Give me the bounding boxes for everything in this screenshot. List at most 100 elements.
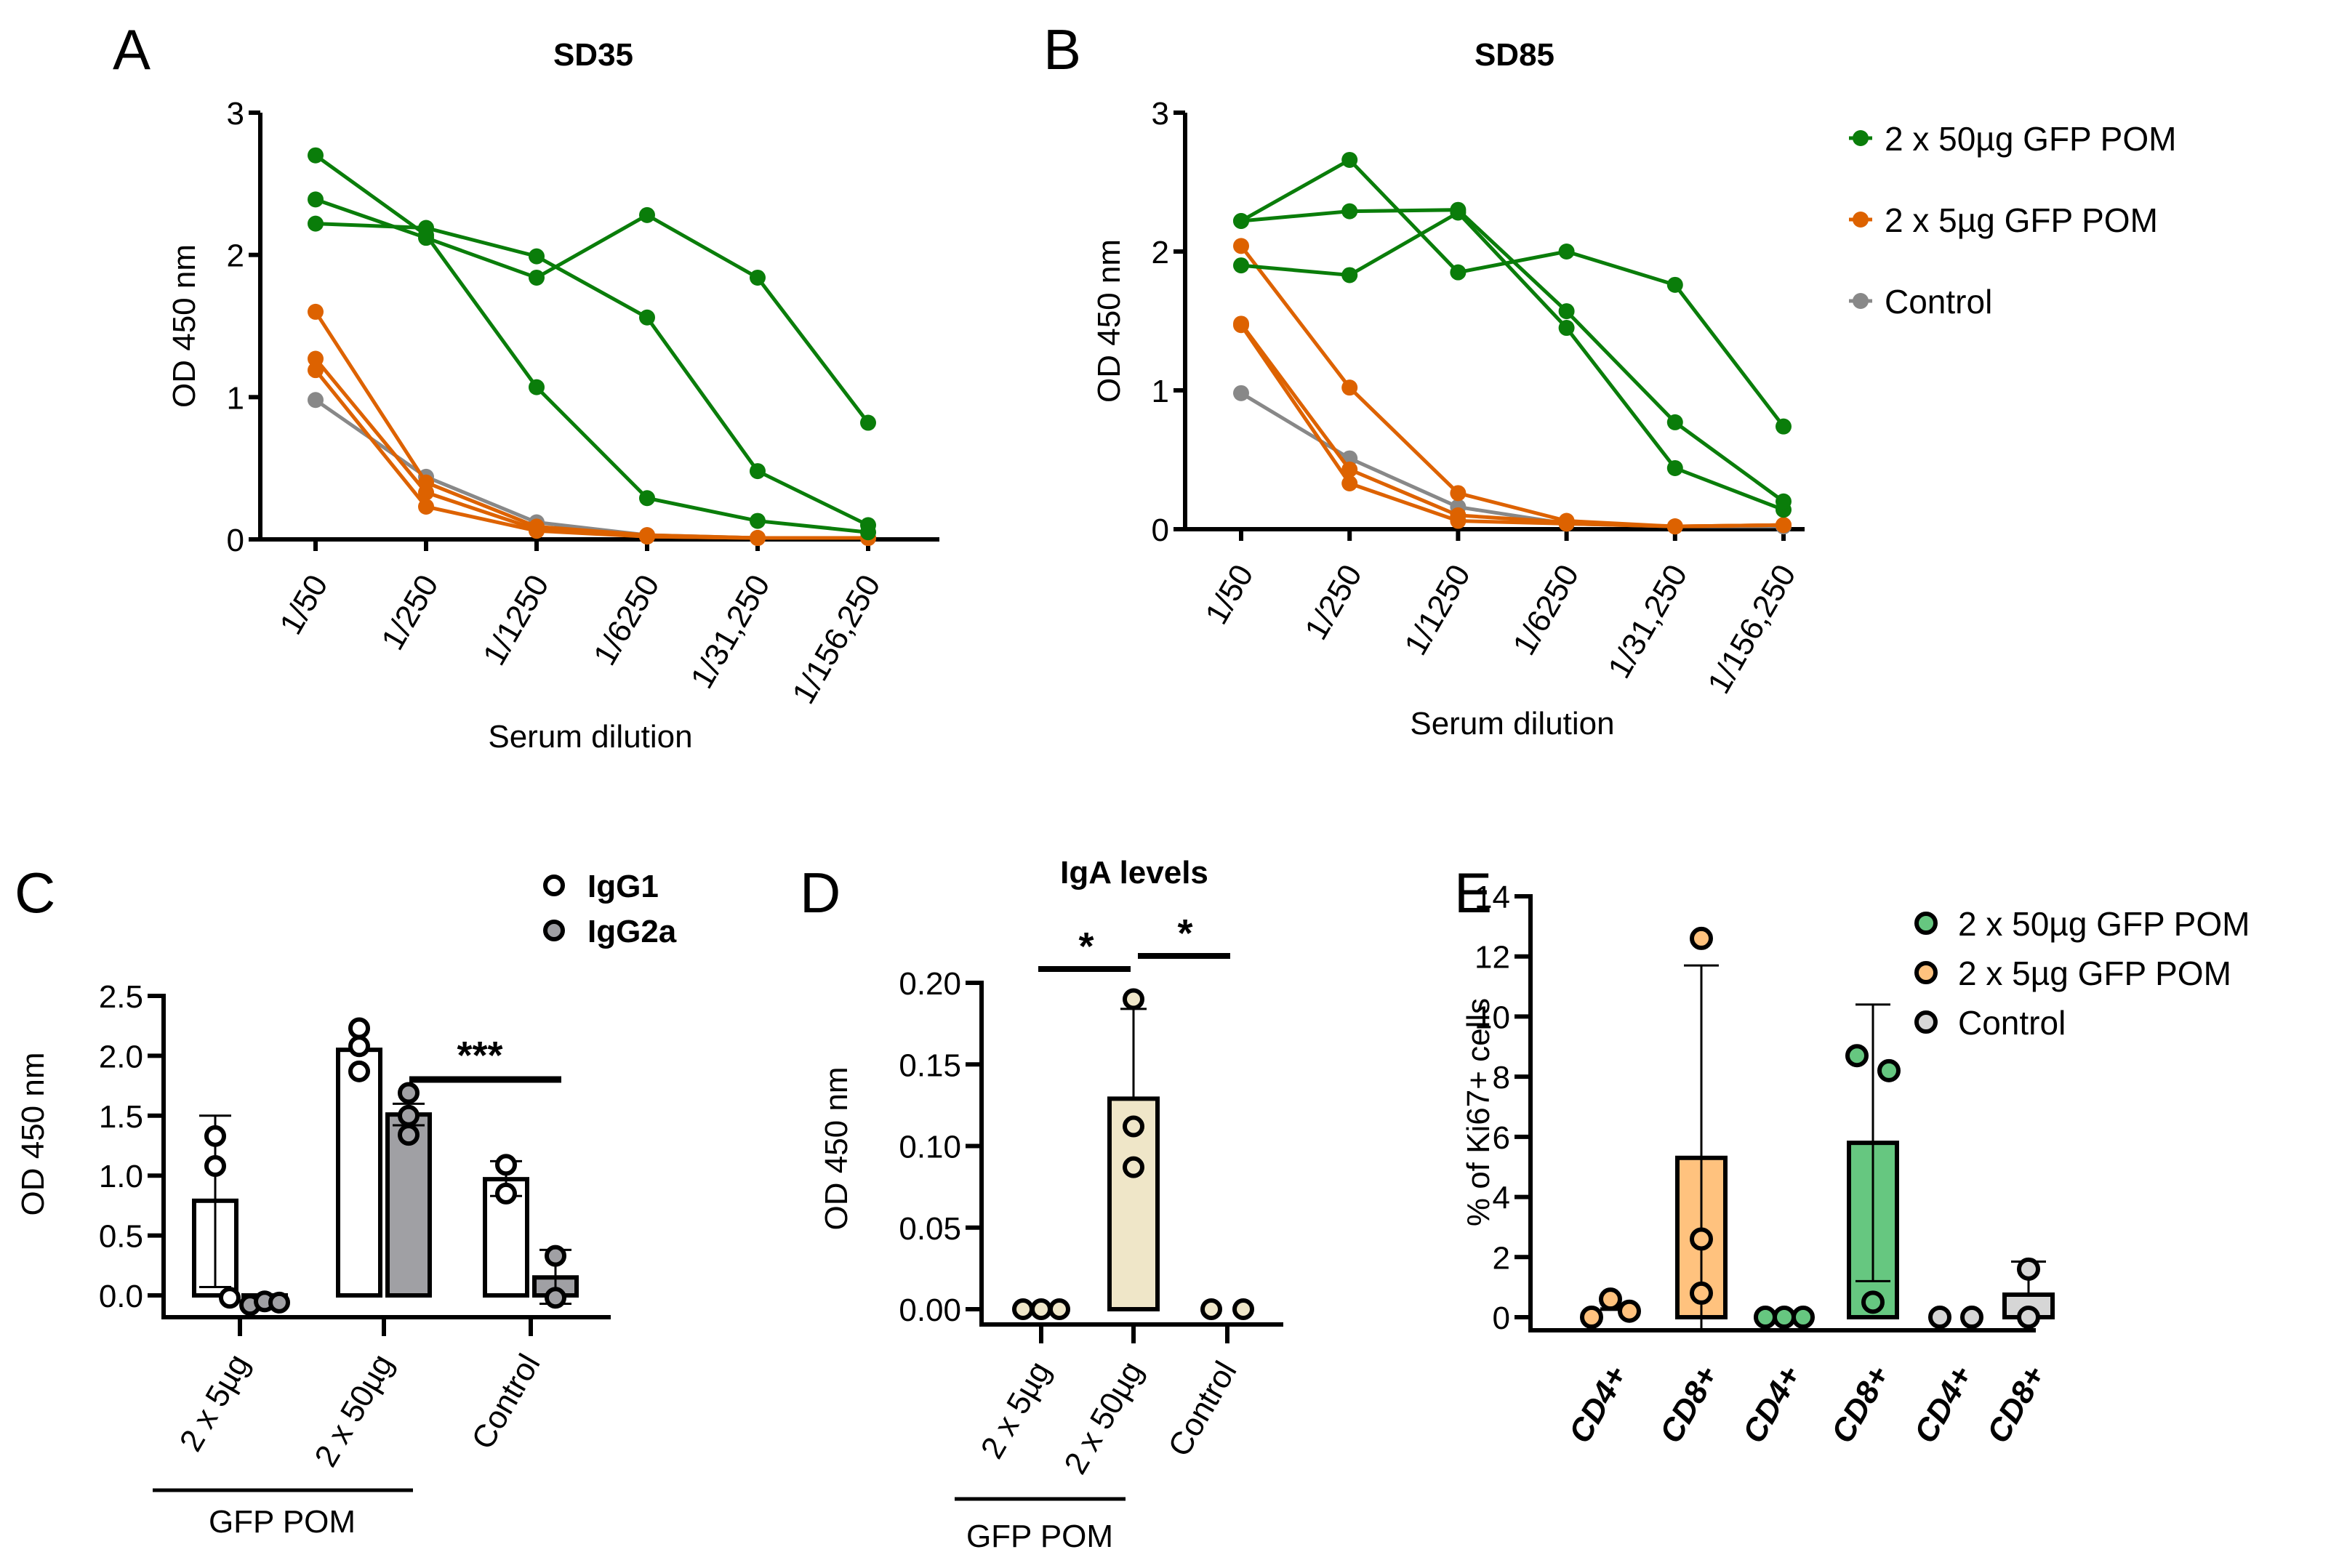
panel-d-bar-chart: 0.00 0.05 0.10 0.15 0.20 OD 450 nm IgA levels 2… <box>819 855 1283 1554</box>
x-tick-label: 1/1250 <box>1397 558 1477 661</box>
data-point <box>1928 1306 1951 1329</box>
data-point <box>1580 1306 1603 1329</box>
legend-label: 2 x 50µg GFP POM <box>1885 120 2176 158</box>
data-point <box>1666 518 1683 535</box>
data-point <box>268 1291 290 1314</box>
data-point <box>495 1154 517 1176</box>
y-tick-label: 2 <box>1152 235 1169 270</box>
data-point <box>1558 244 1575 260</box>
data-point <box>1450 264 1467 281</box>
y-axis-label: OD 450 nm <box>15 1053 51 1216</box>
data-point <box>1123 1156 1144 1178</box>
data-point <box>348 1017 370 1040</box>
y-tick-label: 1.5 <box>99 1099 143 1135</box>
data-point <box>1558 320 1575 337</box>
data-point <box>1690 1281 1713 1305</box>
data-point <box>204 1155 226 1178</box>
data-point <box>529 379 545 395</box>
x-tick-label: 1/31,250 <box>684 569 777 695</box>
group-bracket-label: GFP POM <box>966 1519 1113 1554</box>
x-tick-label: CD4+ <box>1562 1360 1634 1450</box>
significance-label: * <box>1078 925 1094 968</box>
y-tick-label: 1.0 <box>99 1159 143 1194</box>
data-point <box>1773 1306 1796 1329</box>
legend-marker <box>1914 1010 1938 1034</box>
data-point <box>1233 385 1249 401</box>
legend-label: 2 x 5µg GFP POM <box>1885 201 2158 239</box>
data-point <box>1599 1287 1622 1311</box>
y-tick-label: 2 <box>227 238 244 274</box>
panel-letter-a: A <box>113 17 151 81</box>
data-point <box>1341 461 1358 478</box>
data-point <box>495 1182 517 1205</box>
series-line <box>314 369 868 540</box>
panel-b-legend: 2 x 50µg GFP POM 2 x 5µg GFP POM Control <box>1849 120 2176 321</box>
x-tick-label: 1/156,250 <box>1701 559 1802 700</box>
data-point <box>1845 1044 1869 1068</box>
y-tick-label: 0.20 <box>899 966 961 1002</box>
y-tick-label: 0.05 <box>899 1211 961 1247</box>
group-bracket-label: GFP POM <box>209 1504 356 1540</box>
y-tick-label: 3 <box>1152 96 1169 132</box>
x-tick-label: 1/250 <box>1298 559 1368 646</box>
data-point <box>1233 257 1249 274</box>
x-tick-label: Control <box>465 1348 547 1455</box>
y-tick-label: 3 <box>227 96 244 132</box>
x-tick-label: 1/50 <box>1198 559 1260 631</box>
legend-marker <box>1853 130 1869 146</box>
data-point <box>1690 926 1713 950</box>
x-tick-label: 1/1250 <box>476 569 556 672</box>
data-point <box>639 206 655 223</box>
x-tick-label: 1/250 <box>374 569 445 656</box>
data-point <box>860 524 876 541</box>
x-tick-label: CD8+ <box>1653 1360 1725 1450</box>
data-point <box>308 191 324 208</box>
data-point <box>750 530 766 547</box>
data-point <box>1341 203 1358 220</box>
data-point <box>1341 267 1358 284</box>
y-tick-label: 0 <box>1152 512 1169 548</box>
panel-letter-c: C <box>15 861 55 925</box>
x-tick-label: 1/156,250 <box>785 569 887 710</box>
x-tick-label: 2 x 50µg <box>308 1348 400 1473</box>
y-tick-label: 14 <box>1475 880 1510 915</box>
chart-title: SD85 <box>1475 37 1554 73</box>
series-line <box>313 310 868 540</box>
y-tick-label: 2 <box>1493 1240 1510 1276</box>
data-point <box>308 350 324 367</box>
x-tick-label: CD8+ <box>1824 1360 1896 1450</box>
legend-marker <box>543 875 565 896</box>
y-tick-label: 0 <box>227 523 244 558</box>
data-point <box>1666 459 1683 476</box>
y-axis-label: OD 450 nm <box>167 244 202 408</box>
panel-letter-d: D <box>800 861 840 925</box>
data-point <box>639 490 655 507</box>
y-tick-label: 0.15 <box>899 1048 961 1083</box>
x-tick-label: 1/6250 <box>1506 559 1586 662</box>
data-point <box>1341 151 1358 168</box>
y-tick-label: 2.0 <box>99 1039 143 1074</box>
data-point <box>750 512 766 529</box>
series-line <box>1240 244 1784 528</box>
x-tick-label: 2 x 50µg <box>1057 1356 1150 1480</box>
data-point <box>418 498 434 515</box>
data-point <box>1776 517 1792 534</box>
series-line <box>1240 157 1785 428</box>
panel-letter-e: E <box>1454 861 1492 925</box>
data-point <box>348 1035 370 1058</box>
panel-letter-b: B <box>1043 17 1081 81</box>
data-point <box>1200 1298 1222 1320</box>
y-tick-label: 4 <box>1493 1181 1510 1216</box>
y-tick-label: 10 <box>1475 1000 1510 1035</box>
x-tick-label: CD4+ <box>1736 1360 1808 1450</box>
data-point <box>1776 493 1792 510</box>
series-line <box>315 197 870 425</box>
data-point <box>1048 1298 1070 1320</box>
series-line <box>314 398 868 540</box>
x-tick-label: 2 x 5µg <box>173 1348 257 1458</box>
data-point <box>545 1287 566 1309</box>
data-point <box>1123 1115 1144 1138</box>
data-point <box>1792 1306 1815 1329</box>
x-tick-label: 2 x 5µg <box>974 1356 1058 1465</box>
data-point <box>1618 1299 1641 1323</box>
